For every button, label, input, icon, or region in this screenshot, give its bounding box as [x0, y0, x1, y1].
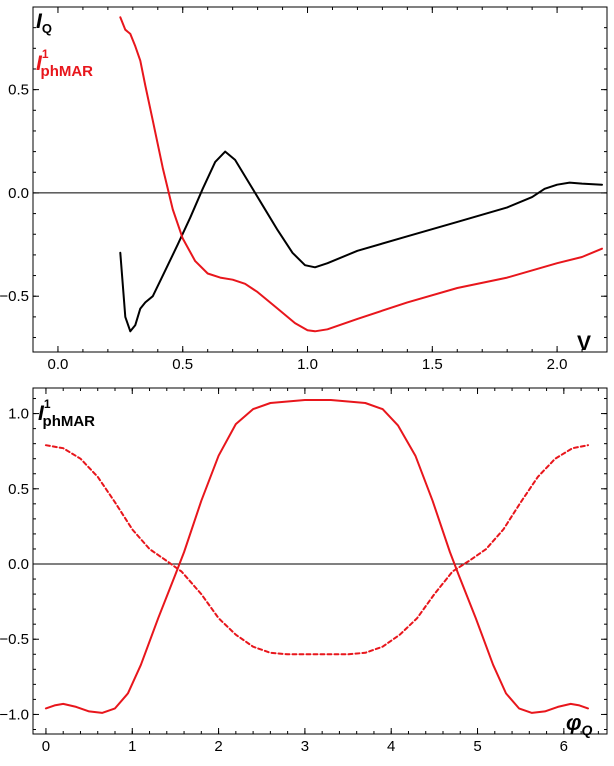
- top-x-tick-label: 0.5: [172, 356, 193, 373]
- top-x-ticks: 0.0 0.5 1.0 1.5 2.0: [32, 7, 608, 373]
- bottom-y-ticks: 1.0 0.5 0.0 −0.5 −1.0: [0, 398, 607, 730]
- top-xlabel: V: [577, 332, 591, 355]
- bottom-plot-frame: [32, 387, 608, 735]
- bottom-y-tick-label: 0.0: [8, 556, 29, 573]
- bottom-ylabel-iphmar: I1 phMAR: [38, 397, 95, 430]
- top-x-tick-label: 1.0: [297, 356, 318, 373]
- top-ylabel-iq: IQ: [36, 10, 52, 36]
- top-x-tick-label: 1.5: [422, 356, 443, 373]
- top-ylabel-iphmar: I1 phMAR: [36, 47, 93, 80]
- top-panel: 0.0 0.5 1.0 1.5 2.0 0.5 0.0 −0.5 IQ I1 phMAR V: [0, 6, 608, 373]
- bottom-x-tick-label: 5: [473, 738, 481, 755]
- top-series-line-0: [119, 150, 603, 333]
- bottom-x-tick-label: 3: [301, 738, 309, 755]
- top-y-ticks: 0.5 0.0 −0.5: [0, 6, 607, 339]
- bottom-x-tick-label: 1: [128, 738, 136, 755]
- top-plot-frame: [32, 6, 608, 353]
- top-y-tick-label: 0.0: [8, 185, 29, 202]
- top-series-line-1: [119, 16, 603, 333]
- top-y-tick-label: −0.5: [0, 288, 29, 305]
- bottom-x-tick-label: 4: [387, 738, 395, 755]
- bottom-series-line-0: [44, 399, 589, 714]
- top-x-tick-label: 2.0: [547, 356, 568, 373]
- bottom-x-tick-label: 0: [42, 738, 50, 755]
- bottom-x-tick-label: 6: [560, 738, 568, 755]
- bottom-xlabel: φQ: [566, 710, 592, 738]
- bottom-y-tick-label: −1.0: [0, 706, 29, 723]
- bottom-series: [44, 399, 589, 714]
- bottom-series-line-1: [44, 444, 589, 656]
- bottom-y-tick-label: −0.5: [0, 631, 29, 648]
- top-series: [119, 16, 603, 333]
- top-x-tick-label: 0.0: [48, 356, 69, 373]
- bottom-y-tick-label: 0.5: [8, 481, 29, 498]
- bottom-panel: 0 1 2 3 4 5 6 1.0 0.5 0.0 −0.5 −1.0 I1 phMAR φQ: [0, 387, 608, 755]
- top-y-tick-label: 0.5: [8, 82, 29, 99]
- bottom-x-tick-label: 2: [214, 738, 222, 755]
- bottom-x-ticks: 0 1 2 3 4 5 6: [42, 388, 599, 755]
- bottom-y-tick-label: 1.0: [8, 406, 29, 423]
